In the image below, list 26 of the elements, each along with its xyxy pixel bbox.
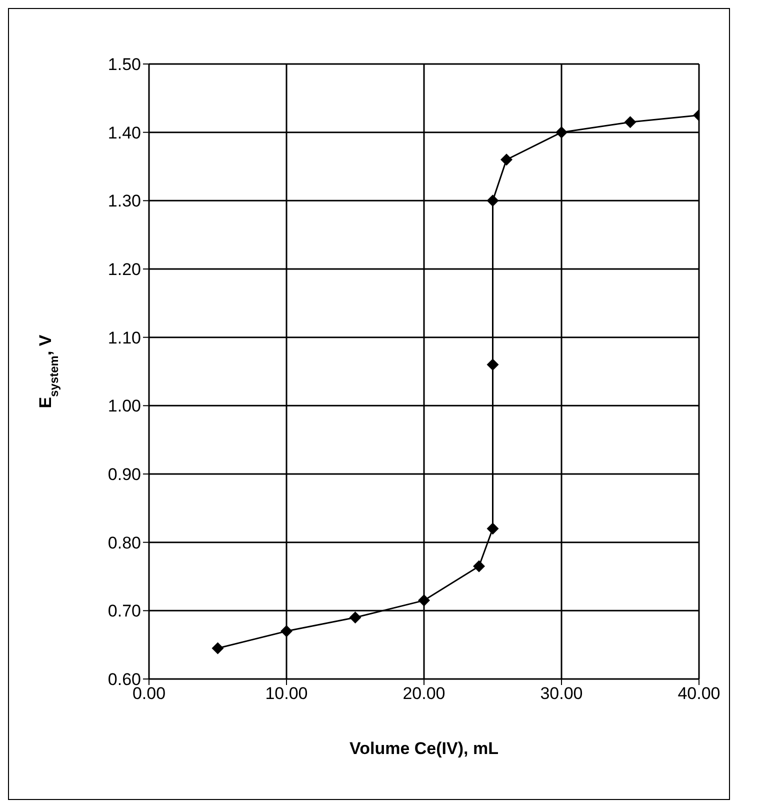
point [500,154,512,166]
y-tick-label: 1.40 [108,123,141,142]
point [212,642,224,654]
point [349,612,362,624]
y-tick-label: 1.50 [108,55,141,74]
y-tick-label: 1.30 [108,192,141,211]
point [624,116,636,128]
x-tick-label: 20.00 [402,684,446,704]
y-tick-label: 0.70 [108,602,141,621]
point [556,126,568,138]
point [486,194,499,207]
point [280,625,292,638]
x-tick-label: 40.00 [678,684,720,704]
y-tick-label: 1.20 [108,260,141,280]
point [486,522,499,535]
point [473,560,485,572]
x-tick-label: 30.00 [540,684,583,704]
y-tick-label: 0.90 [108,465,141,484]
y-tick-label: 1.00 [108,396,141,416]
y-tick-label: 1.10 [108,328,141,348]
y-tick-label: 0.80 [108,533,141,552]
point [486,358,499,371]
x-axis-title: Volume Ce(IV), mL [350,739,498,758]
point [418,594,430,606]
x-tick-label: 0.00 [132,684,166,704]
x-tick-label: 10.00 [265,684,308,704]
